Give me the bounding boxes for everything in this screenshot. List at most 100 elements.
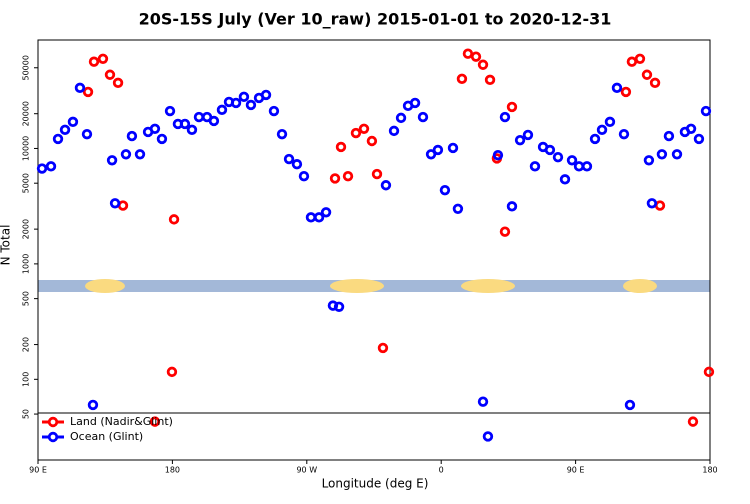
point bbox=[641, 69, 653, 80]
point bbox=[477, 396, 489, 407]
point bbox=[499, 111, 511, 123]
point bbox=[371, 168, 383, 180]
y-tick-label: 2000 bbox=[22, 219, 31, 239]
point bbox=[230, 97, 242, 109]
point bbox=[409, 97, 421, 109]
point bbox=[566, 155, 578, 166]
point bbox=[700, 105, 712, 117]
point bbox=[529, 161, 541, 172]
point bbox=[703, 366, 715, 378]
point bbox=[656, 149, 668, 160]
point bbox=[106, 155, 118, 166]
point bbox=[268, 105, 280, 117]
point bbox=[470, 51, 482, 62]
point bbox=[380, 180, 392, 191]
point bbox=[67, 116, 79, 128]
point bbox=[238, 91, 250, 103]
point bbox=[544, 144, 556, 156]
point bbox=[126, 130, 138, 142]
point bbox=[74, 82, 86, 94]
x-tick-label: 90 E bbox=[29, 466, 47, 475]
point bbox=[685, 123, 697, 134]
y-tick-label: 20000 bbox=[22, 101, 31, 126]
map-strip bbox=[38, 279, 710, 293]
point bbox=[45, 161, 57, 172]
point bbox=[447, 142, 459, 154]
point bbox=[333, 301, 345, 312]
point bbox=[559, 174, 571, 185]
point bbox=[112, 77, 124, 89]
point bbox=[663, 130, 675, 142]
point bbox=[134, 149, 146, 160]
point bbox=[693, 133, 705, 145]
point bbox=[298, 170, 310, 182]
point bbox=[208, 115, 220, 127]
point bbox=[52, 133, 64, 145]
point bbox=[452, 203, 464, 215]
x-tick-label: 180 bbox=[702, 466, 717, 475]
point bbox=[643, 155, 655, 166]
point bbox=[482, 431, 494, 442]
point bbox=[671, 149, 683, 160]
point bbox=[377, 342, 389, 354]
point bbox=[425, 149, 437, 160]
point bbox=[687, 416, 699, 427]
x-tick-label: 0 bbox=[439, 466, 444, 475]
legend-marker bbox=[47, 431, 59, 443]
point bbox=[168, 214, 180, 225]
point bbox=[350, 127, 362, 139]
legend-marker bbox=[47, 416, 59, 428]
point bbox=[97, 53, 109, 64]
point bbox=[164, 105, 176, 117]
point bbox=[620, 86, 632, 98]
point bbox=[342, 170, 354, 182]
point bbox=[624, 399, 636, 411]
point bbox=[329, 173, 341, 184]
point bbox=[276, 128, 288, 140]
point bbox=[149, 416, 161, 427]
point bbox=[477, 59, 489, 70]
chart-title: 20S-15S July (Ver 10_raw) 2015-01-01 to … bbox=[139, 10, 612, 29]
point bbox=[120, 149, 132, 160]
point bbox=[179, 118, 191, 130]
point bbox=[581, 161, 593, 172]
y-tick-label: 50000 bbox=[22, 55, 31, 80]
point bbox=[320, 207, 332, 218]
point bbox=[522, 129, 534, 141]
point bbox=[87, 399, 99, 411]
point bbox=[395, 112, 407, 124]
y-tick-label: 5000 bbox=[22, 173, 31, 193]
point bbox=[88, 56, 100, 67]
point bbox=[506, 101, 518, 113]
point bbox=[313, 212, 325, 223]
point bbox=[260, 89, 272, 101]
x-axis-label: Longitude (deg E) bbox=[322, 477, 429, 491]
y-axis-label: N Total bbox=[0, 225, 13, 266]
point bbox=[104, 69, 116, 80]
point bbox=[499, 226, 511, 237]
point bbox=[596, 124, 608, 136]
point bbox=[432, 144, 444, 156]
point bbox=[283, 153, 295, 165]
point bbox=[109, 198, 121, 209]
y-tick-label: 500 bbox=[22, 291, 31, 306]
y-tick-label: 1000 bbox=[22, 254, 31, 274]
point bbox=[388, 125, 400, 137]
point bbox=[456, 73, 468, 85]
point bbox=[552, 151, 564, 163]
y-tick-label: 200 bbox=[22, 337, 31, 352]
point bbox=[186, 124, 198, 136]
point bbox=[439, 184, 451, 196]
y-tick-label: 100 bbox=[22, 372, 31, 387]
point bbox=[216, 104, 228, 116]
x-tick-label: 90 W bbox=[296, 466, 317, 475]
point bbox=[649, 77, 661, 89]
point bbox=[604, 116, 616, 128]
point bbox=[358, 123, 370, 134]
point bbox=[82, 86, 94, 98]
point bbox=[589, 133, 601, 145]
point bbox=[366, 135, 378, 147]
point bbox=[149, 123, 161, 134]
point bbox=[59, 124, 71, 136]
